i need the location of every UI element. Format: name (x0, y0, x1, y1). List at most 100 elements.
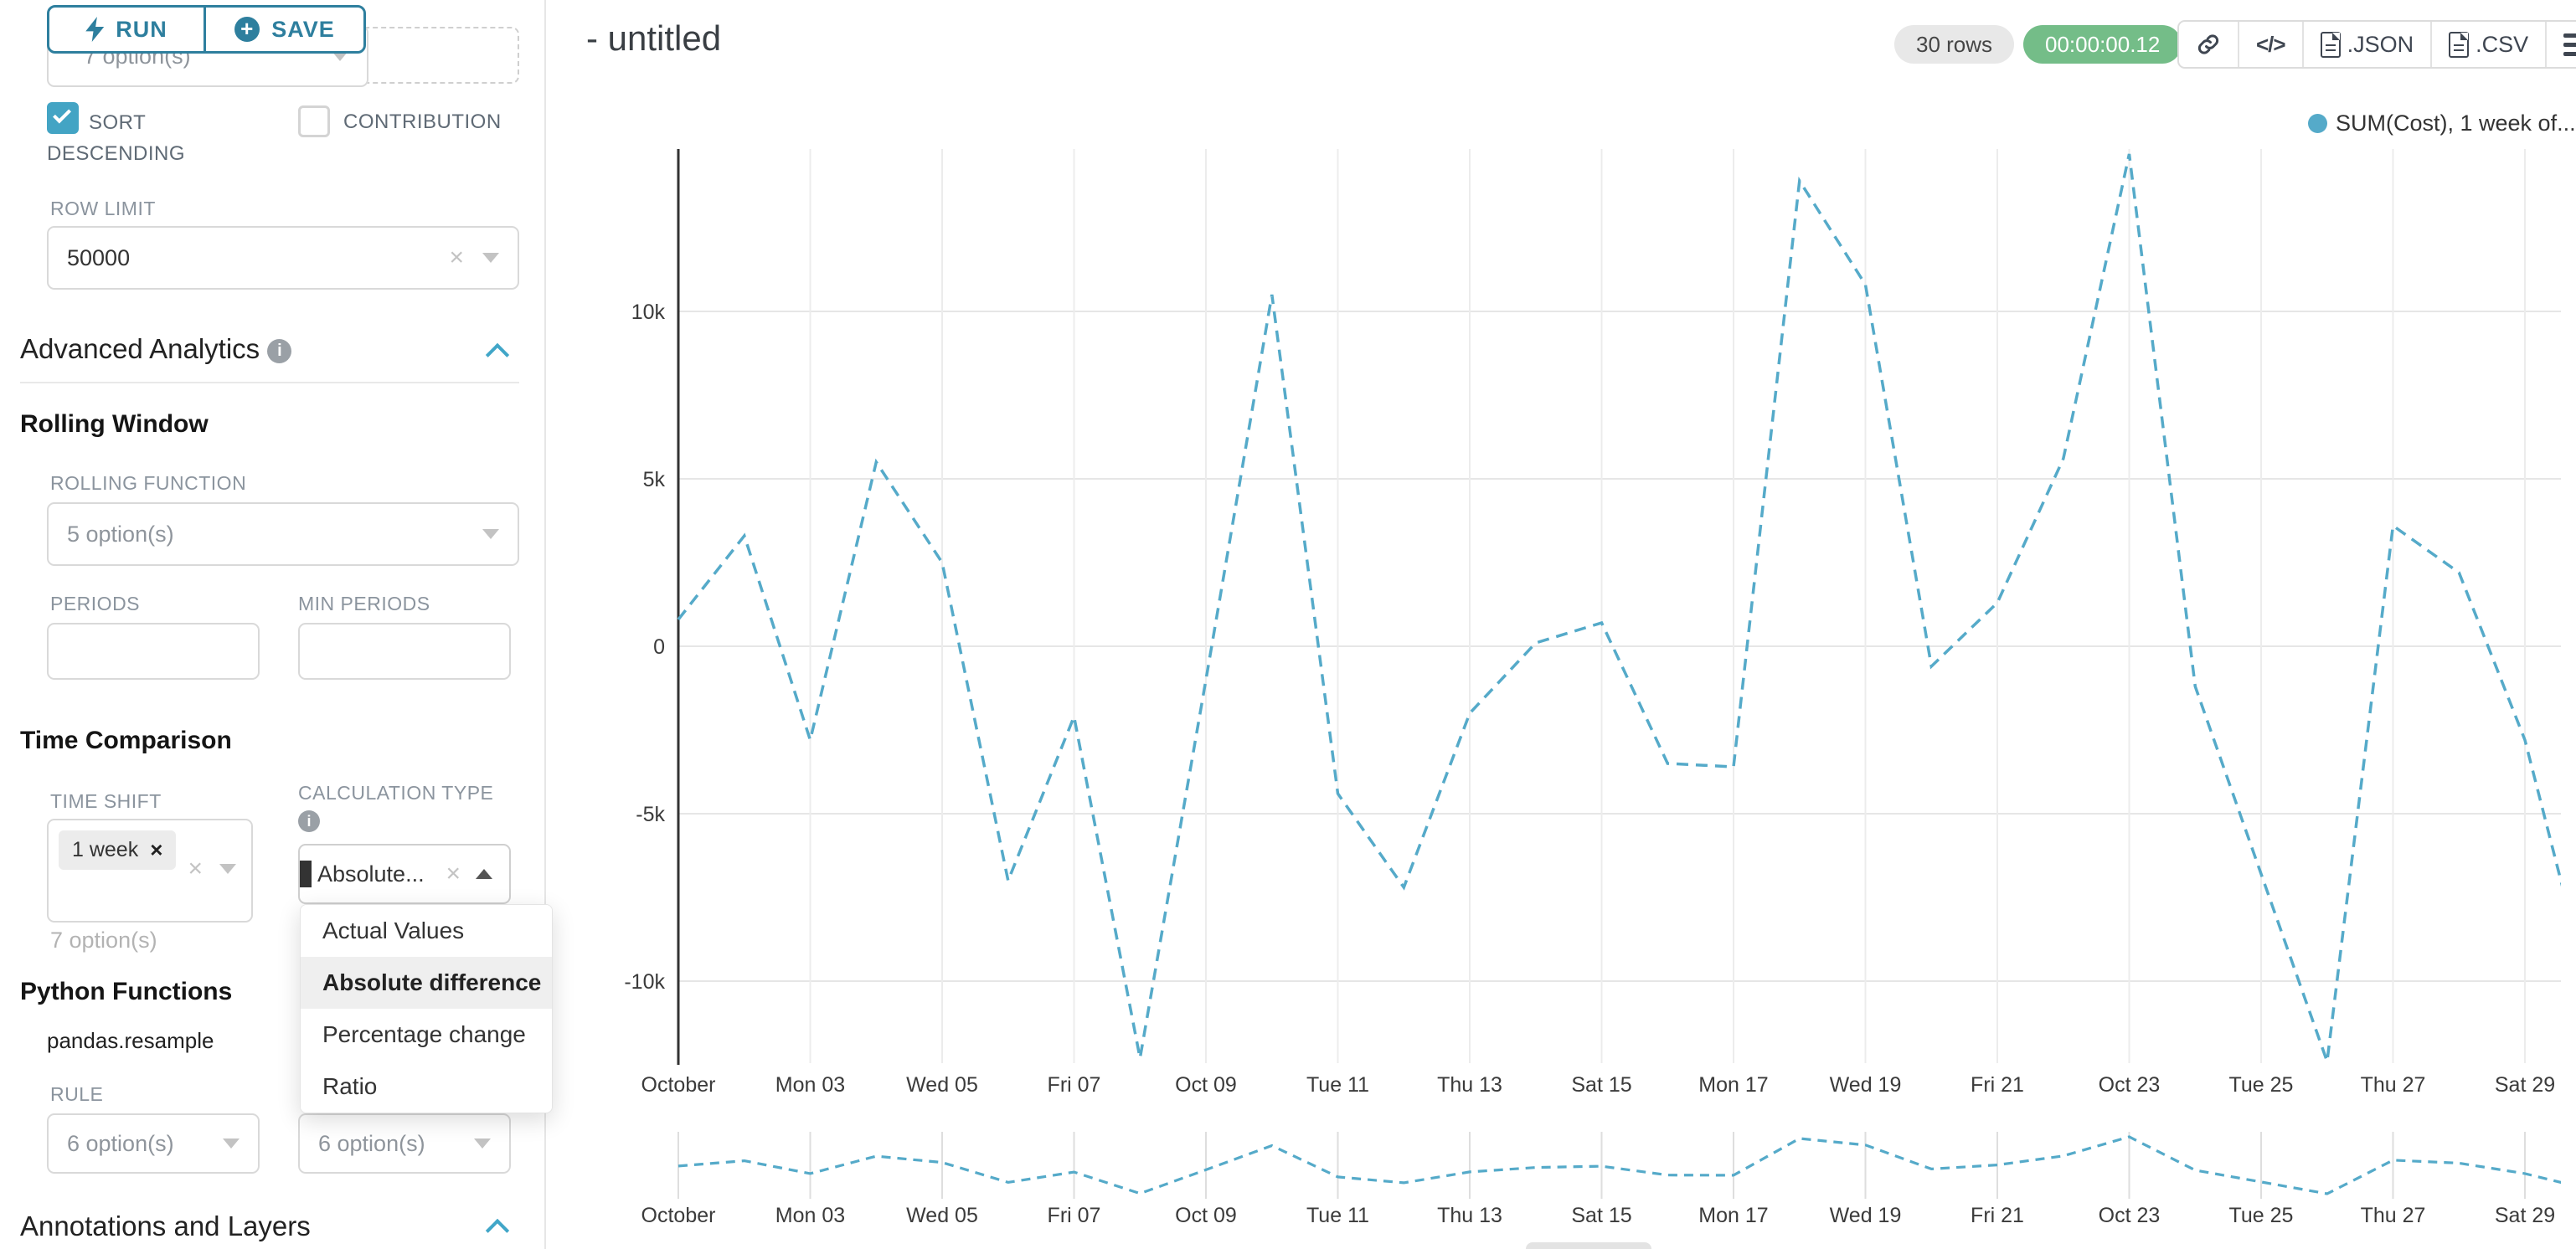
x-axis-tick-label: Tue 25 (2229, 1073, 2294, 1097)
json-file-icon (2320, 31, 2341, 58)
plus-circle-icon: + (234, 17, 260, 42)
mini-x-axis-tick-label: Fri 21 (1971, 1204, 2024, 1227)
periods-label: PERIODS (50, 593, 141, 614)
run-button-label: RUN (116, 16, 167, 42)
row-limit-select[interactable]: 50000 × (47, 226, 519, 290)
save-button[interactable]: + SAVE (204, 5, 366, 54)
mini-x-axis-tick-label: Tue 11 (1306, 1204, 1369, 1227)
mini-x-axis-tick-label: Oct 23 (2099, 1204, 2161, 1227)
mini-x-axis-tick-label: Wed 05 (906, 1204, 978, 1227)
code-icon: </> (2256, 31, 2286, 57)
lightning-icon (85, 17, 105, 42)
series-line[interactable] (677, 153, 2576, 1062)
row-count-badge: 30 rows (1894, 25, 2015, 64)
rolling-window-title: Rolling Window (20, 410, 209, 438)
y-axis-tick-label: 0 (653, 635, 665, 659)
mini-x-axis-tick-label: October (641, 1204, 716, 1227)
csv-file-icon (2449, 31, 2470, 58)
contribution-label: CONTRIBUTION (343, 111, 502, 133)
panel-divider (544, 0, 546, 1249)
time-shift-select[interactable]: 1 week × × (47, 819, 253, 923)
annotations-layers-title: Annotations and Layers (20, 1210, 311, 1241)
calculation-type-select[interactable]: Absolute... × (298, 844, 511, 904)
x-axis-tick-label: Sat 15 (1571, 1073, 1631, 1097)
x-axis-tick-label: Wed 05 (906, 1073, 978, 1097)
run-button[interactable]: RUN (47, 5, 206, 54)
menu-button[interactable] (2547, 22, 2576, 67)
dropdown-option-absolute-difference[interactable]: Absolute difference (301, 957, 552, 1009)
contribution-checkbox[interactable] (298, 105, 330, 137)
time-shift-tag[interactable]: 1 week × (59, 830, 177, 870)
save-button-label: SAVE (271, 16, 335, 42)
rule-value: 6 option(s) (67, 1130, 174, 1156)
min-periods-label: MIN PERIODS (298, 593, 430, 614)
line-chart[interactable]: 10k 5k 0 -5k -10k October October Mon 03 Mon 03 W… (541, 84, 2576, 1249)
remove-tag-icon[interactable]: × (150, 837, 163, 862)
pandas-resample-label: pandas.resample (47, 1028, 214, 1053)
legend-series-label: SUM(Cost), 1 week of... (2336, 111, 2576, 136)
chevron-down-icon[interactable] (474, 1138, 491, 1149)
mini-x-axis-tick-label: Sat 15 (1571, 1204, 1631, 1227)
x-axis-tick-label: Sat 29 (2495, 1073, 2555, 1097)
advanced-analytics-header[interactable]: Advanced Analytics i (20, 333, 292, 365)
chevron-down-icon[interactable] (482, 529, 499, 539)
dropdown-option-actual-values[interactable]: Actual Values (301, 905, 552, 957)
x-axis-tick-label: Mon 03 (775, 1073, 845, 1097)
row-limit-label: ROW LIMIT (50, 198, 156, 219)
time-shift-label: TIME SHIFT (50, 790, 162, 812)
calculation-type-label: CALCULATION TYPE (298, 782, 494, 804)
chart-legend[interactable]: SUM(Cost), 1 week of... (2308, 111, 2576, 136)
row-limit-value: 50000 (67, 244, 131, 270)
rolling-function-select[interactable]: 5 option(s) (47, 502, 519, 566)
brush-scroll-handle[interactable] (1526, 1242, 1651, 1249)
dropdown-option-percentage-change[interactable]: Percentage change (301, 1009, 552, 1061)
rule-label: RULE (50, 1083, 104, 1105)
json-button-label: .JSON (2347, 31, 2414, 57)
time-shift-options-hint: 7 option(s) (50, 928, 157, 953)
clear-icon[interactable]: × (446, 860, 461, 887)
collapse-chevron-up-icon[interactable] (485, 1218, 510, 1243)
x-axis-tick-label: Thu 13 (1437, 1073, 1502, 1097)
x-axis-tick-label: Fri 07 (1048, 1073, 1101, 1097)
chevron-up-icon[interactable] (476, 869, 492, 879)
time-comparison-title: Time Comparison (20, 727, 232, 754)
calculation-type-value: Absolute... (317, 861, 425, 887)
export-json-button[interactable]: .JSON (2304, 22, 2433, 67)
mini-x-axis-tick-label: Tue 25 (2229, 1204, 2294, 1227)
periods-input[interactable] (47, 623, 260, 680)
chart-actions-toolbar: </> .JSON .CSV (2177, 20, 2576, 69)
rolling-function-value: 5 option(s) (67, 521, 174, 547)
chart-title[interactable]: - untitled (586, 18, 722, 58)
link-icon (2197, 34, 2219, 54)
method-select[interactable]: 6 option(s) (298, 1113, 511, 1174)
rule-select[interactable]: 6 option(s) (47, 1113, 260, 1174)
chevron-down-icon[interactable] (219, 864, 236, 874)
mini-series-line[interactable] (677, 1135, 2576, 1195)
info-icon[interactable]: i (298, 810, 320, 832)
y-axis-tick-label: 5k (643, 468, 666, 491)
collapse-chevron-up-icon[interactable] (485, 342, 510, 368)
info-icon[interactable]: i (267, 338, 292, 363)
min-periods-input[interactable] (298, 623, 511, 680)
view-query-button[interactable]: </> (2239, 22, 2304, 67)
query-timer-badge: 00:00:00.12 (2023, 25, 2182, 64)
mini-x-axis-tick-label: Oct 09 (1175, 1204, 1237, 1227)
x-axis-tick-label: Wed 19 (1830, 1073, 1902, 1097)
chevron-down-icon[interactable] (482, 253, 499, 263)
dropdown-option-ratio[interactable]: Ratio (301, 1061, 552, 1113)
clear-icon[interactable]: × (449, 244, 464, 271)
calculation-type-dropdown: Actual Values Absolute difference Percen… (300, 904, 553, 1113)
x-axis-tick-label: Fri 21 (1971, 1073, 2024, 1097)
mini-x-axis-tick-label: Mon 03 (775, 1204, 845, 1227)
chevron-down-icon[interactable] (223, 1138, 240, 1149)
sort-descending-checkbox[interactable] (47, 102, 79, 134)
mini-x-axis-tick-label: Thu 13 (1437, 1204, 1502, 1227)
x-axis-tick-label: Tue 11 (1306, 1073, 1369, 1097)
clear-icon[interactable]: × (188, 855, 203, 882)
section-divider (20, 382, 519, 383)
mini-x-axis-tick-label: Fri 07 (1048, 1204, 1101, 1227)
export-csv-button[interactable]: .CSV (2432, 22, 2548, 67)
run-save-group: RUN + SAVE (47, 5, 366, 54)
share-link-button[interactable] (2179, 22, 2239, 67)
